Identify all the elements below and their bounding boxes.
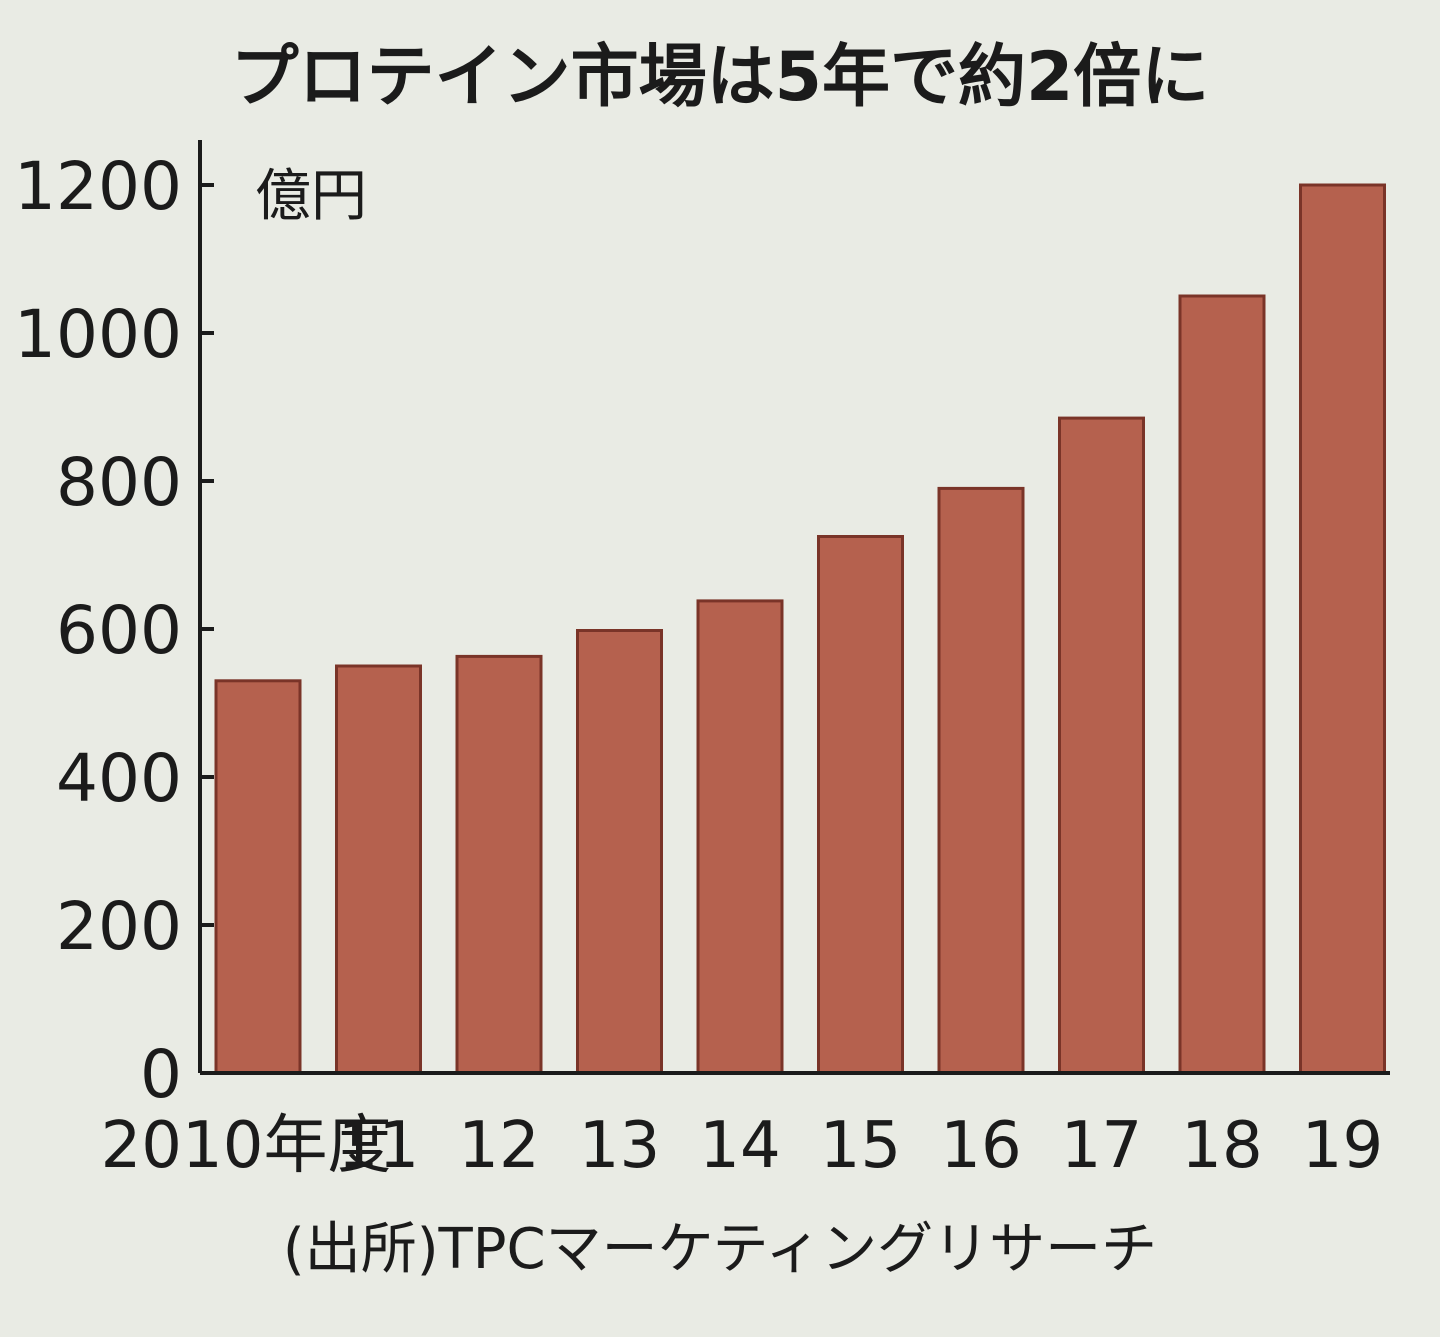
x-category-label: 17 [1061, 1109, 1142, 1183]
y-tick-label: 800 [56, 444, 182, 521]
y-tick-label: 1000 [14, 296, 182, 373]
y-tick-label: 1200 [14, 148, 182, 225]
y-tick-label: 400 [56, 740, 182, 817]
bars [214, 183, 1386, 1075]
x-category-label: 2010年度 [101, 1109, 392, 1183]
y-axis-unit-label: 億円 [255, 164, 367, 229]
x-category-label: 14 [699, 1109, 780, 1183]
y-tick-label: 200 [56, 888, 182, 965]
bar-0 [214, 679, 302, 1075]
y-tick-label: 0 [140, 1036, 182, 1113]
x-category-label: 12 [458, 1109, 539, 1183]
x-category-label: 16 [940, 1109, 1021, 1183]
x-category-label: 13 [579, 1109, 660, 1183]
x-category-label: 11 [338, 1109, 419, 1183]
bar-3 [576, 629, 663, 1075]
bar-5 [817, 535, 904, 1075]
x-category-label: 15 [820, 1109, 901, 1183]
y-axis-ticks: 0 200 400 600 800 1000 1200 [14, 148, 214, 1113]
bar-6 [937, 486, 1025, 1075]
bar-1 [335, 664, 422, 1075]
chart-title: プロテイン市場は5年で約2倍に [231, 38, 1210, 117]
x-category-label: 18 [1181, 1109, 1262, 1183]
bar-7 [1058, 416, 1145, 1075]
x-category-label: 19 [1302, 1109, 1383, 1183]
source-note: (出所)TPCマーケティングリサーチ [283, 1217, 1157, 1282]
bar-8 [1178, 294, 1266, 1075]
y-tick-label: 600 [56, 592, 182, 669]
bar-4 [696, 599, 784, 1075]
bar-9 [1299, 183, 1386, 1075]
bar-2 [455, 654, 543, 1075]
